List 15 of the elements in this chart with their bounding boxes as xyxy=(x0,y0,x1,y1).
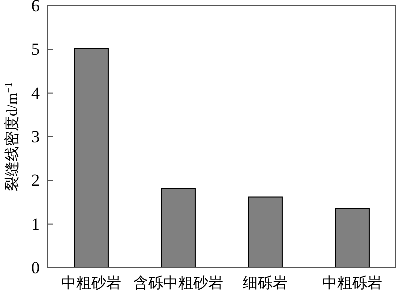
y-tick-label: 4 xyxy=(32,84,40,103)
x-tick-label: 中粗砾岩 xyxy=(322,275,382,292)
bar xyxy=(248,196,283,268)
y-tick-label: 5 xyxy=(32,40,40,60)
y-tick-label: 3 xyxy=(32,128,40,146)
x-tick-label: 含砾中粗砂岩 xyxy=(134,275,224,292)
y-tick-label: 0 xyxy=(32,258,40,278)
x-tick-label: 细砾岩 xyxy=(243,275,288,292)
bar xyxy=(74,48,109,268)
y-tick-label: 6 xyxy=(32,0,40,16)
y-tick-label: 1 xyxy=(32,214,40,234)
bar xyxy=(335,208,370,268)
x-tick-label: 中粗砂岩 xyxy=(62,275,122,292)
y-tick-label: 2 xyxy=(32,171,40,190)
bar xyxy=(161,188,196,268)
